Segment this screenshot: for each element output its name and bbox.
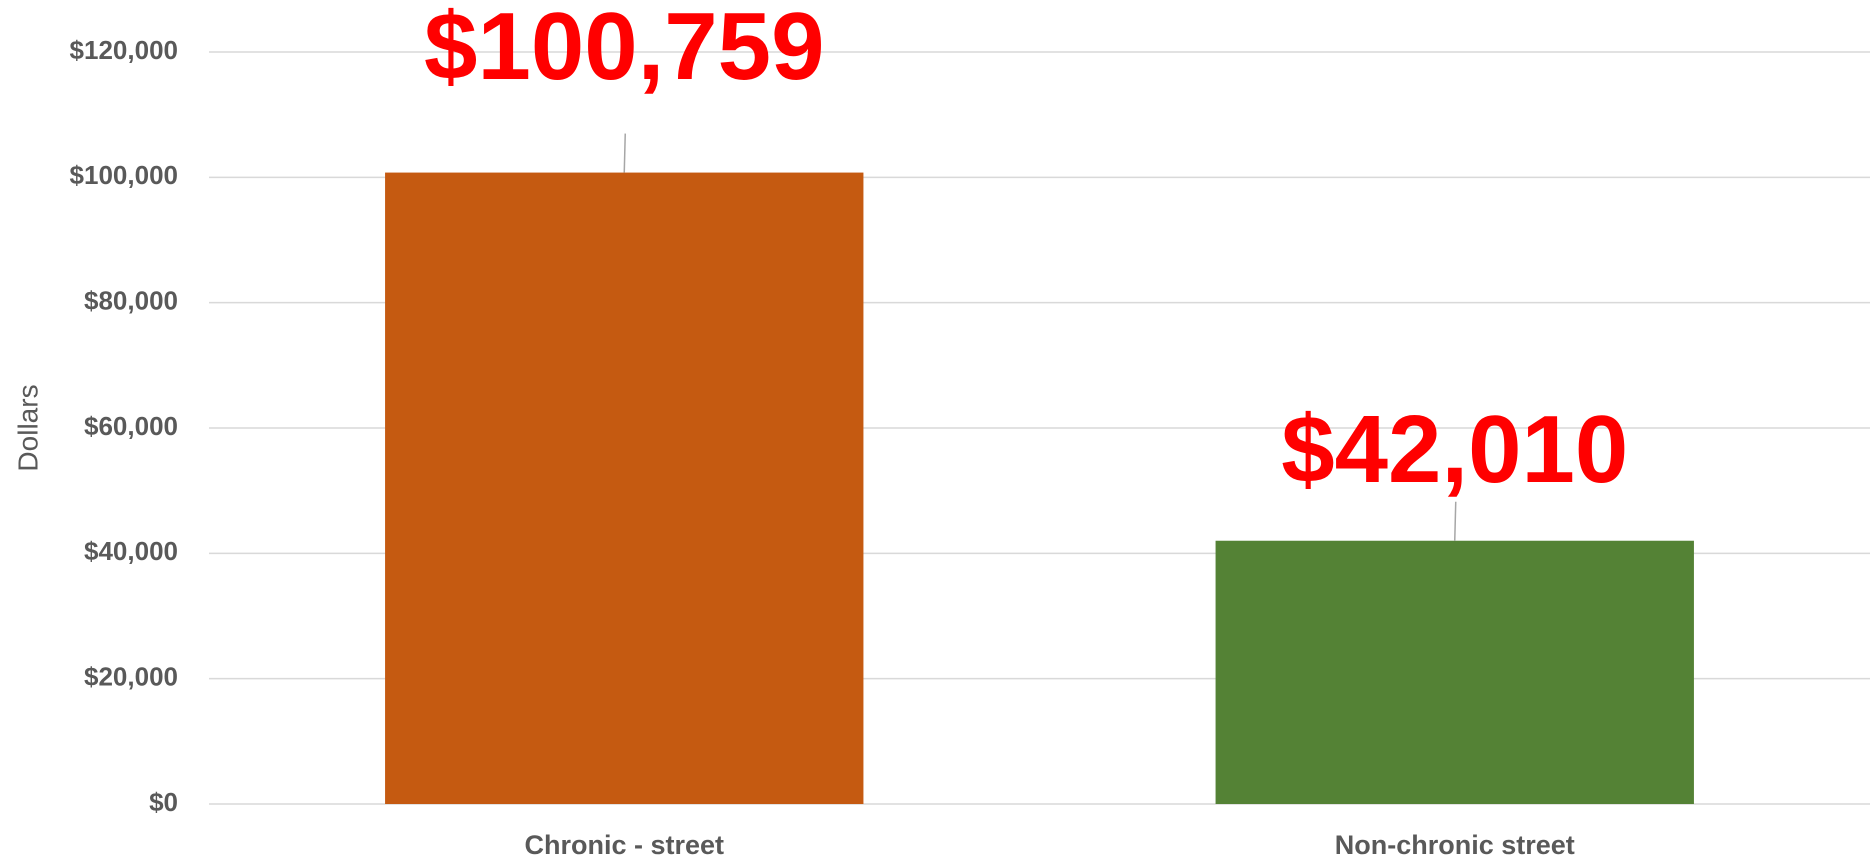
y-axis-label: Dollars xyxy=(12,384,43,471)
bar xyxy=(385,172,864,805)
y-tick-label: $0 xyxy=(149,787,178,817)
y-tick-label: $60,000 xyxy=(84,411,178,441)
leader-line xyxy=(1454,501,1457,541)
y-tick-label: $20,000 xyxy=(84,662,178,692)
y-tick-label: $80,000 xyxy=(84,286,178,316)
y-tick-label: $120,000 xyxy=(70,35,178,65)
data-label: $100,759 xyxy=(424,0,824,100)
x-tick-label: Non-chronic street xyxy=(1335,830,1575,860)
x-tick-label: Chronic - street xyxy=(524,830,724,860)
leader-line xyxy=(623,133,626,173)
data-label: $42,010 xyxy=(1281,396,1628,503)
y-tick-label: $40,000 xyxy=(84,536,178,566)
y-tick-label: $100,000 xyxy=(70,160,178,190)
bar xyxy=(1215,540,1694,804)
